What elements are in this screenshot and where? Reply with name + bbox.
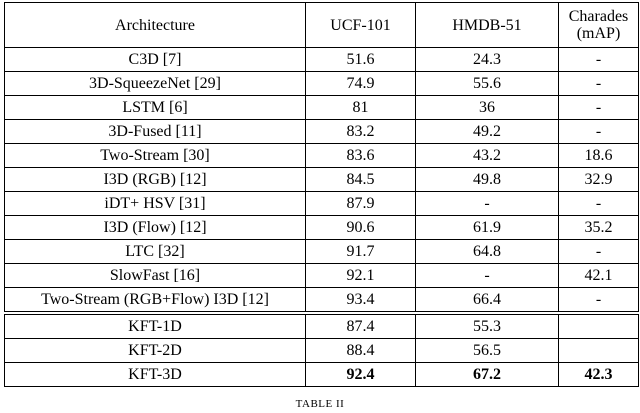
table-cell: - <box>558 191 639 216</box>
table-cell: 36 <box>415 95 559 120</box>
table-cell: KFT-2D <box>4 338 306 363</box>
table-cell: 49.2 <box>415 119 559 144</box>
table-cell: LSTM [6] <box>4 95 306 120</box>
table-cell: - <box>558 95 639 120</box>
table-cell: 56.5 <box>415 338 559 363</box>
table-row: 3D-SqueezeNet [29] 74.9 55.6- <box>4 71 639 96</box>
table-cell: 55.6 <box>415 71 559 96</box>
table-cell: 83.6 <box>305 143 416 168</box>
table-cell: 66.4 <box>415 287 559 314</box>
table-cell: 83.2 <box>305 119 416 144</box>
table-row: iDT+ HSV [31] 87.9- - <box>4 191 639 216</box>
table-cell: - <box>558 71 639 96</box>
table-row: 3D-Fused [11] 83.2 49.2- <box>4 119 639 144</box>
table-row: KFT-1D 87.4 55.3 <box>4 311 639 339</box>
table-cell: - <box>415 191 559 216</box>
table-row: I3D (Flow) [12] 90.6 61.9 35.2 <box>4 215 639 240</box>
table-row: KFT-2D 88.4 56.5 <box>4 338 639 363</box>
table-cell: - <box>558 47 639 72</box>
table-cell: 92.4 <box>305 362 416 387</box>
table-cell <box>558 311 639 339</box>
table-cell: - <box>558 239 639 264</box>
table-cell: - <box>558 119 639 144</box>
table-cell: iDT+ HSV [31] <box>4 191 306 216</box>
table-cell: 90.6 <box>305 215 416 240</box>
results-table: Architecture UCF-101 HMDB-51 Charades (mAP)… <box>4 2 639 387</box>
table-cell: I3D (Flow) [12] <box>4 215 306 240</box>
table-cell: C3D [7] <box>4 47 306 72</box>
table-cell: 3D-Fused [11] <box>4 119 306 144</box>
header-cell: Charades (mAP) <box>558 2 639 48</box>
table-cell: 61.9 <box>415 215 559 240</box>
table-cell: 93.4 <box>305 287 416 314</box>
table-cell: I3D (RGB) [12] <box>4 167 306 192</box>
table-cell: 92.1 <box>305 263 416 288</box>
table-cell: 42.3 <box>558 362 639 387</box>
table-row: LSTM [6] 81 36- <box>4 95 639 120</box>
table-cell: 42.1 <box>558 263 639 288</box>
table-cell: 24.3 <box>415 47 559 72</box>
header-cell: HMDB-51 <box>415 2 559 48</box>
table-cell: 87.9 <box>305 191 416 216</box>
header-cell: Architecture <box>4 2 306 48</box>
table-cell: 81 <box>305 95 416 120</box>
table-cell: 87.4 <box>305 311 416 339</box>
table-cell: 55.3 <box>415 311 559 339</box>
table-row: C3D [7] 51.6 24.3- <box>4 47 639 72</box>
table-cell: KFT-1D <box>4 311 306 339</box>
table-cell: LTC [32] <box>4 239 306 264</box>
table-cell: 18.6 <box>558 143 639 168</box>
table-cell: 84.5 <box>305 167 416 192</box>
table-cell: 35.2 <box>558 215 639 240</box>
table-row: LTC [32] 91.7 64.8- <box>4 239 639 264</box>
table-cell: 91.7 <box>305 239 416 264</box>
header-cell: UCF-101 <box>305 2 416 48</box>
table-cell: - <box>558 287 639 314</box>
table-cell: 49.8 <box>415 167 559 192</box>
table-cell: 3D-SqueezeNet [29] <box>4 71 306 96</box>
table-row: I3D (RGB) [12] 84.5 49.8 32.9 <box>4 167 639 192</box>
table-cell: KFT-3D <box>4 362 306 387</box>
caption: TABLE II <box>295 398 345 410</box>
table-cell <box>558 338 639 363</box>
table-row: Two-Stream [30] 83.6 43.2 18.6 <box>4 143 639 168</box>
table-cell: 32.9 <box>558 167 639 192</box>
table-cell: 88.4 <box>305 338 416 363</box>
table-row: KFT-3D 92.4 67.2 42.3 <box>4 362 639 387</box>
table-cell: 51.6 <box>305 47 416 72</box>
table-row: Two-Stream (RGB+Flow) I3D [12] 93.4 66.4- <box>4 287 639 314</box>
table-cell: Two-Stream (RGB+Flow) I3D [12] <box>4 287 306 314</box>
table-cell: Two-Stream [30] <box>4 143 306 168</box>
header-row: Architecture UCF-101 HMDB-51 Charades (mAP) <box>4 2 639 48</box>
table-row: SlowFast [16] 92.1-42.1 <box>4 263 639 288</box>
table-cell: 43.2 <box>415 143 559 168</box>
table-cell: - <box>415 263 559 288</box>
table-cell: SlowFast [16] <box>4 263 306 288</box>
table-cell: 64.8 <box>415 239 559 264</box>
table-cell: 74.9 <box>305 71 416 96</box>
table-cell: 67.2 <box>415 362 559 387</box>
